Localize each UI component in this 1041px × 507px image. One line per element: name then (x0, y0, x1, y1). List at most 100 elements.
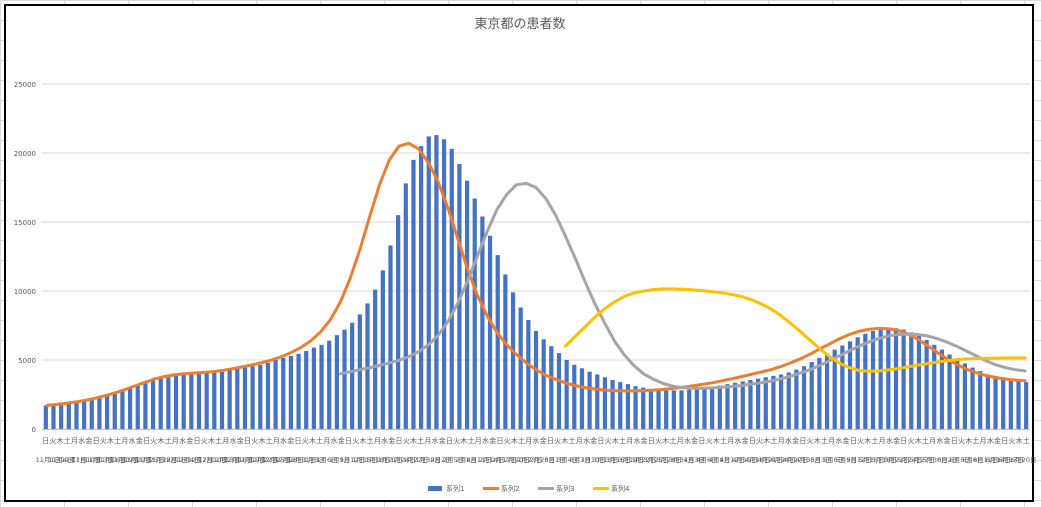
bar-series-1 (778, 374, 784, 429)
x-weekday-label: 日 (244, 437, 251, 445)
x-weekday-label: 火 (756, 437, 763, 445)
x-weekday-label: 日 (951, 437, 958, 445)
bar-series-1 (127, 388, 133, 429)
x-weekday-label: 日 (749, 437, 756, 445)
bar-series-1 (373, 289, 378, 429)
x-weekday-label: 水 (835, 436, 842, 445)
x-weekday-label: 月 (71, 437, 78, 445)
chart-title: 東京都の患者数 (474, 16, 565, 32)
x-weekday-label: 水 (129, 436, 136, 445)
x-weekday-label: 日 (395, 437, 402, 445)
bar-series-1 (304, 351, 309, 429)
x-weekday-label: 火 (807, 437, 814, 445)
x-date-label: 3月1日 (544, 456, 565, 464)
x-weekday-label: 木 (713, 436, 720, 445)
bar-series-1 (687, 389, 692, 429)
bar-series-1 (74, 402, 79, 429)
line-series-3 (338, 181, 1027, 390)
bar-series-1 (893, 328, 899, 429)
bar-series-1 (319, 344, 324, 429)
bar-series-1 (1008, 380, 1013, 429)
bar-series-1 (59, 404, 64, 429)
bar-series-1 (916, 335, 922, 429)
x-date-label: 6月20日 (1011, 456, 1036, 464)
bar-series-1 (66, 404, 71, 429)
bar-series-1 (740, 381, 745, 429)
x-weekday-label: 土 (871, 436, 878, 445)
x-weekday-label: 金 (85, 436, 92, 445)
x-weekday-label: 木 (208, 436, 215, 445)
x-date-label: 3月7日 (570, 456, 591, 464)
x-weekday-label: 火 (857, 437, 864, 445)
x-date-label: 4月18日 (745, 456, 770, 464)
x-weekday-label: 火 (605, 437, 612, 445)
x-weekday-label: 木 (460, 436, 467, 445)
x-date-label: 5月24日 (897, 456, 922, 464)
x-weekday-label: 日 (295, 437, 302, 445)
bar-series-1 (82, 400, 87, 429)
gridlines (42, 83, 1030, 361)
x-date-label: 5月21日 (884, 456, 909, 464)
bar-series-1 (227, 369, 232, 429)
x-weekday-label: 日 (850, 437, 857, 445)
x-weekday-label: 水 (533, 436, 540, 445)
legend-label: 系列4 (611, 484, 630, 493)
x-weekday-label: 土 (367, 436, 374, 445)
x-date-label: 11月1日 (36, 456, 61, 464)
x-weekday-label: 日 (446, 437, 453, 445)
x-date-label: 11月13日 (84, 456, 114, 464)
x-weekday-label: 土 (215, 436, 222, 445)
bar-series-1 (327, 340, 332, 429)
bar-series-1 (258, 364, 263, 429)
x-weekday-label: 木 (561, 436, 568, 445)
x-weekday-label: 月 (525, 437, 532, 445)
bar-series-1 (694, 388, 699, 429)
bar-series-1 (579, 368, 585, 429)
x-date-label: 3月19日 (618, 456, 643, 464)
x-weekday-label: 月 (323, 437, 330, 445)
bar-series-1 (878, 329, 883, 429)
legend-label: 系列2 (501, 484, 519, 493)
x-weekday-label: 火 (352, 437, 359, 445)
bar-series-1 (97, 397, 102, 429)
x-weekday-label: 月 (778, 437, 785, 445)
x-weekday-label: 木 (57, 436, 64, 445)
bar-series-1 (993, 377, 998, 429)
x-date-label: 11月16日 (97, 456, 127, 464)
x-date-label: 3月25日 (644, 456, 669, 464)
x-date-label: 6月14日 (986, 456, 1011, 464)
bar-series-1 (664, 390, 669, 429)
bar-series-1 (120, 390, 125, 429)
x-weekday-label: 日 (143, 437, 150, 445)
bar-series-1 (932, 344, 937, 429)
x-date-label: 3月4日 (557, 456, 578, 464)
x-weekday-label: 木 (965, 436, 972, 445)
x-date-label: 5月15日 (859, 456, 884, 464)
y-tick-label: 25000 (14, 81, 36, 89)
bar-series-1 (357, 314, 362, 429)
bar-series-1 (679, 390, 684, 429)
x-date-label: 2月5日 (443, 456, 464, 464)
x-weekday-label: 木 (359, 436, 366, 445)
legend-swatch (428, 486, 442, 491)
x-weekday-label: 金 (742, 436, 749, 445)
x-weekday-label: 金 (792, 436, 799, 445)
bar-series-1 (901, 329, 906, 429)
x-date-label: 1月21日 (378, 456, 403, 464)
line-series-4 (563, 287, 1027, 373)
x-date-label: 6月5日 (950, 456, 971, 464)
bar-series-1 (809, 362, 814, 429)
x-weekday-label: 日 (648, 437, 655, 445)
x-weekday-label: 日 (900, 437, 907, 445)
bar-series-1 (840, 345, 845, 429)
bar-series-1 (365, 303, 370, 429)
x-date-label: 4月12日 (720, 456, 745, 464)
bar-series-1 (150, 380, 156, 429)
bar-series-1 (947, 354, 952, 429)
x-weekday-label: 木 (157, 436, 164, 445)
bar-series-1 (43, 405, 48, 429)
x-weekday-label: 水 (936, 436, 943, 445)
x-weekday-label: 金 (843, 436, 850, 445)
bar-series-1 (717, 385, 722, 429)
